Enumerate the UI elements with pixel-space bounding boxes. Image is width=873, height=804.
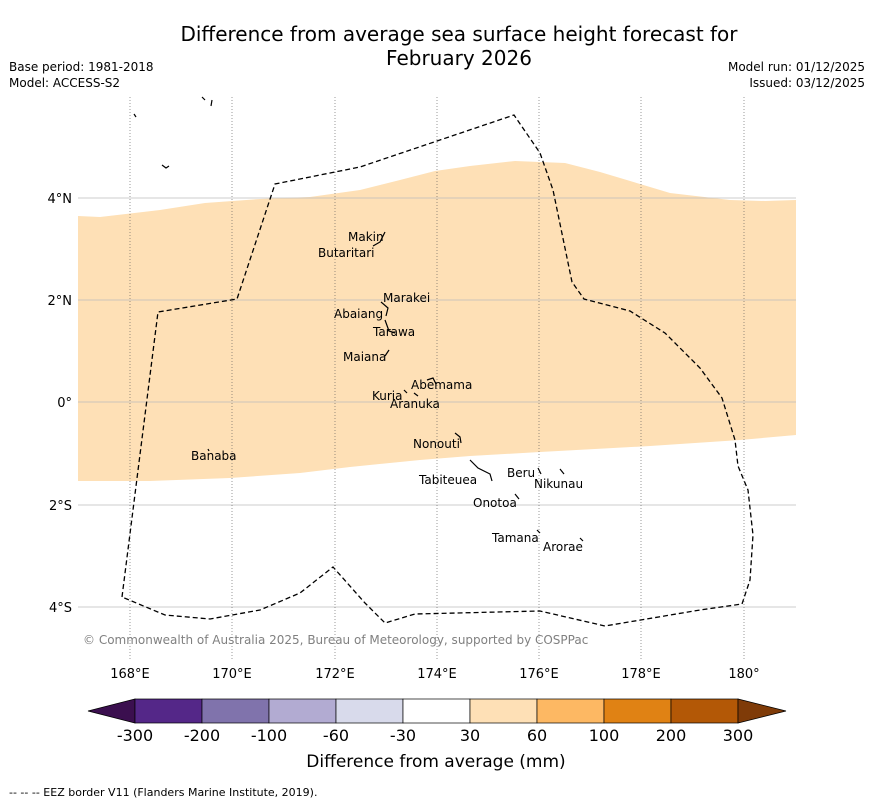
lon-tick: 176°E (519, 667, 559, 682)
lat-tick: 4°N (48, 192, 73, 207)
colorbar-tick-label: 300 (723, 726, 754, 745)
colorbar-segment (670, 698, 739, 724)
island-label: Aranuka (390, 397, 440, 411)
colorbar-tick-label: -100 (251, 726, 287, 745)
lon-tick-labels: 168°E 170°E 172°E 174°E 176°E 178°E 180° (110, 667, 759, 682)
lon-tick: 180° (728, 667, 759, 682)
island-label: Beru (507, 466, 535, 480)
island-labels: Makin Butaritari Marakei Abaiang Tarawa … (191, 230, 583, 554)
colorbar-segment (402, 698, 471, 724)
colorbar-tick-label: 100 (589, 726, 620, 745)
meta-right: Model run: 01/12/2025 Issued: 03/12/2025 (728, 59, 865, 91)
lat-tick-labels: 4°N 2°N 0° 2°S 4°S (48, 192, 73, 616)
colorbar-tick-label: 200 (656, 726, 687, 745)
island-label: Tamana (491, 531, 539, 545)
copyright-text: © Commonwealth of Australia 2025, Bureau… (83, 633, 588, 647)
lon-tick: 178°E (621, 667, 661, 682)
lon-tick: 170°E (212, 667, 252, 682)
island-label: Butaritari (318, 246, 375, 260)
colorbar-title: Difference from average (mm) (306, 752, 565, 772)
lat-tick: 2°N (48, 294, 73, 309)
model-run: Model run: 01/12/2025 (727, 60, 865, 74)
island-label: Onotoa (473, 496, 517, 510)
colorbar-labels: -300 -200 -100 -60 -30 30 60 100 200 300 (117, 726, 753, 745)
issued-date: Issued: 03/12/2025 (749, 76, 865, 90)
colorbar-tick-label: -30 (390, 726, 416, 745)
island-label: Makin (348, 230, 384, 244)
meta-left: Base period: 1981-2018 Model: ACCESS-S2 (9, 59, 154, 91)
colorbar-extend-low (87, 698, 136, 724)
lon-tick: 168°E (110, 667, 150, 682)
colorbar-segment (603, 698, 672, 724)
colorbar-tick-label: 30 (460, 726, 480, 745)
island-label: Abemama (411, 378, 472, 392)
lat-tick: 2°S (49, 499, 72, 514)
colorbar-tick-label: -60 (323, 726, 349, 745)
island-label: Nikunau (534, 477, 583, 491)
title-line-2: February 2026 (386, 46, 532, 70)
lat-tick: 4°S (49, 601, 72, 616)
eez-legend: -- -- -- EEZ border V11 (Flanders Marine… (9, 786, 318, 799)
lon-tick: 172°E (315, 667, 355, 682)
island-label: Abaiang (334, 307, 383, 321)
island-label: Kuria (372, 389, 403, 403)
island-label: Banaba (191, 449, 237, 463)
island-label: Tarawa (372, 325, 415, 339)
lon-tick: 174°E (417, 667, 457, 682)
lon-gridlines (129, 97, 745, 660)
title-line-1: Difference from average sea surface heig… (180, 22, 738, 46)
colorbar-tick-label: -300 (117, 726, 153, 745)
island-label: Maiana (343, 350, 386, 364)
model-name: Model: ACCESS-S2 (9, 76, 121, 90)
island-shapes (133, 96, 584, 542)
colorbar-tick-label: -200 (184, 726, 220, 745)
colorbar-segment (268, 698, 337, 724)
chart-title: Difference from average sea surface heig… (0, 22, 873, 70)
eez-border (121, 114, 754, 627)
island-label: Marakei (383, 291, 430, 305)
island-label: Tabiteuea (418, 473, 477, 487)
colorbar (87, 698, 787, 724)
colorbar-segment (335, 698, 404, 724)
colorbar-extend-high (737, 698, 787, 724)
island-label: Nonouti (413, 437, 460, 451)
colorbar-segment (469, 698, 538, 724)
base-period: Base period: 1981-2018 (9, 60, 154, 74)
colorbar-segment (201, 698, 270, 724)
anomaly-band-30-60 (78, 161, 796, 481)
colorbar-segment (536, 698, 605, 724)
lat-tick: 0° (57, 396, 72, 411)
colorbar-tick-label: 60 (527, 726, 547, 745)
island-label: Arorae (543, 540, 583, 554)
colorbar-segment (134, 698, 203, 724)
